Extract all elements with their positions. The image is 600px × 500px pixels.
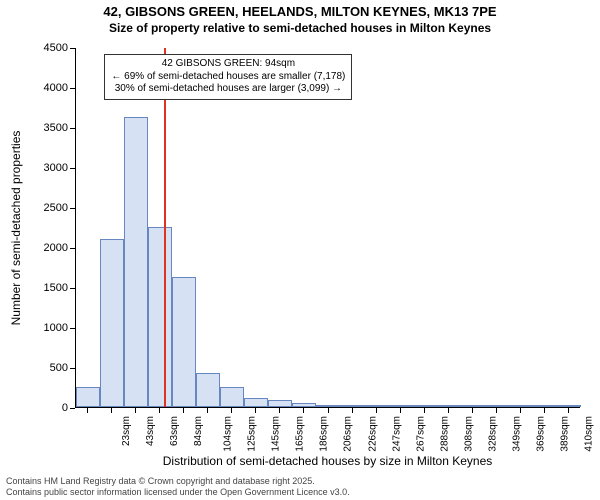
ytick-mark — [70, 168, 75, 169]
xtick-label: 206sqm — [343, 416, 354, 452]
bar — [76, 387, 100, 407]
xtick-label: 308sqm — [463, 416, 474, 452]
ytick-mark — [70, 88, 75, 89]
xtick-mark — [111, 408, 112, 413]
bar — [365, 405, 389, 407]
xtick-mark — [303, 408, 304, 413]
bar — [389, 405, 413, 407]
ytick-mark — [70, 48, 75, 49]
title-line1: 42, GIBSONS GREEN, HEELANDS, MILTON KEYN… — [0, 4, 600, 19]
annotation-line-1: 42 GIBSONS GREEN: 94sqm — [111, 58, 345, 71]
bar — [533, 405, 557, 407]
bar — [124, 117, 148, 407]
xtick-mark — [448, 408, 449, 413]
bar — [220, 387, 244, 407]
x-axis-label: Distribution of semi-detached houses by … — [75, 454, 580, 468]
ytick-label: 4500 — [28, 42, 68, 54]
bar — [413, 405, 437, 407]
bar — [485, 405, 509, 407]
bar — [196, 373, 220, 407]
y-axis-label: Number of semi-detached properties — [9, 131, 23, 326]
plot-area: 42 GIBSONS GREEN: 94sqm ← 69% of semi-de… — [75, 48, 580, 408]
xtick-label: 23sqm — [121, 416, 132, 446]
xtick-label: 43sqm — [145, 416, 156, 446]
xtick-label: 389sqm — [559, 416, 570, 452]
bar — [172, 277, 196, 407]
footer-line-2: Contains public sector information licen… — [6, 487, 350, 498]
xtick-label: 226sqm — [367, 416, 378, 452]
bars-layer — [76, 48, 580, 407]
xtick-mark — [255, 408, 256, 413]
bar — [461, 405, 485, 407]
xtick-mark — [400, 408, 401, 413]
bar — [557, 405, 581, 407]
ytick-mark — [70, 248, 75, 249]
ytick-mark — [70, 128, 75, 129]
xtick-label: 84sqm — [193, 416, 204, 446]
bar — [292, 403, 316, 407]
bar — [244, 398, 268, 407]
ytick-label: 4000 — [28, 82, 68, 94]
xtick-mark — [544, 408, 545, 413]
xtick-label: 267sqm — [415, 416, 426, 452]
xtick-label: 63sqm — [169, 416, 180, 446]
ytick-label: 0 — [28, 402, 68, 414]
xtick-label: 104sqm — [223, 416, 234, 452]
bar — [316, 405, 340, 407]
annotation-line-2: ← 69% of semi-detached houses are smalle… — [111, 71, 345, 84]
xtick-label: 349sqm — [511, 416, 522, 452]
xtick-label: 369sqm — [535, 416, 546, 452]
bar — [100, 239, 124, 407]
ytick-label: 3500 — [28, 122, 68, 134]
xtick-mark — [496, 408, 497, 413]
ytick-label: 500 — [28, 362, 68, 374]
xtick-mark — [183, 408, 184, 413]
bar — [509, 405, 533, 407]
xtick-mark — [520, 408, 521, 413]
xtick-mark — [231, 408, 232, 413]
xtick-mark — [472, 408, 473, 413]
xtick-mark — [424, 408, 425, 413]
footer-line-1: Contains HM Land Registry data © Crown c… — [6, 476, 350, 487]
xtick-mark — [328, 408, 329, 413]
ytick-label: 1000 — [28, 322, 68, 334]
annotation-box: 42 GIBSONS GREEN: 94sqm ← 69% of semi-de… — [104, 54, 352, 100]
ytick-mark — [70, 328, 75, 329]
xtick-mark — [87, 408, 88, 413]
figure: 42, GIBSONS GREEN, HEELANDS, MILTON KEYN… — [0, 0, 600, 500]
title-block: 42, GIBSONS GREEN, HEELANDS, MILTON KEYN… — [0, 4, 600, 35]
footer: Contains HM Land Registry data © Crown c… — [6, 476, 350, 498]
xtick-label: 165sqm — [295, 416, 306, 452]
xtick-label: 145sqm — [271, 416, 282, 452]
xtick-mark — [376, 408, 377, 413]
ytick-mark — [70, 368, 75, 369]
bar — [268, 400, 292, 407]
ytick-mark — [70, 288, 75, 289]
ytick-label: 3000 — [28, 162, 68, 174]
xtick-mark — [279, 408, 280, 413]
xtick-label: 186sqm — [319, 416, 330, 452]
xtick-label: 288sqm — [439, 416, 450, 452]
xtick-label: 410sqm — [584, 416, 595, 452]
ytick-mark — [70, 208, 75, 209]
ytick-label: 1500 — [28, 282, 68, 294]
bar — [437, 405, 461, 407]
xtick-label: 247sqm — [391, 416, 402, 452]
xtick-label: 328sqm — [487, 416, 498, 452]
xtick-mark — [207, 408, 208, 413]
xtick-mark — [568, 408, 569, 413]
xtick-mark — [352, 408, 353, 413]
xtick-mark — [135, 408, 136, 413]
bar — [341, 405, 365, 407]
bar — [148, 227, 172, 407]
xtick-mark — [159, 408, 160, 413]
ytick-label: 2500 — [28, 202, 68, 214]
annotation-line-3: 30% of semi-detached houses are larger (… — [111, 83, 345, 96]
title-line2: Size of property relative to semi-detach… — [0, 21, 600, 35]
marker-line — [164, 48, 166, 407]
xtick-label: 125sqm — [247, 416, 258, 452]
ytick-mark — [70, 408, 75, 409]
ytick-label: 2000 — [28, 242, 68, 254]
